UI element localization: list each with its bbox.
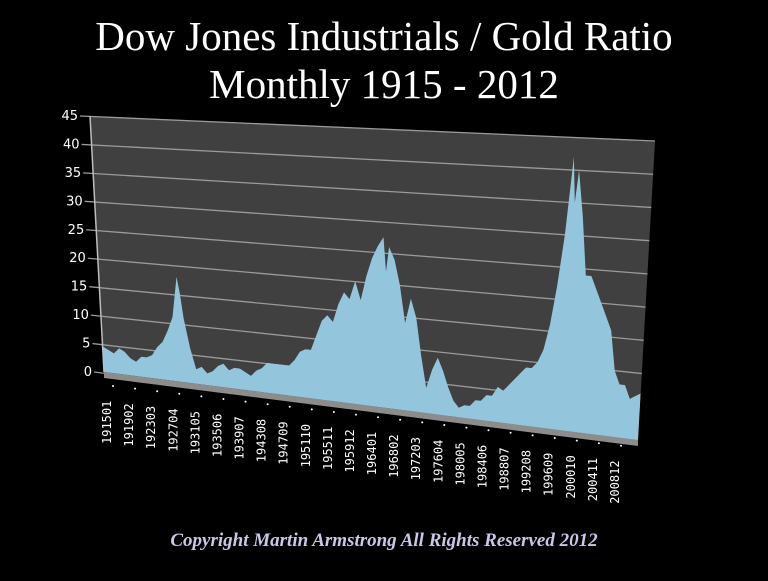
y-tick-label: 0 [84, 365, 92, 380]
y-tick-label: 10 [72, 308, 89, 323]
x-tick-label: 198406 [475, 445, 489, 488]
plot-floor [104, 372, 638, 446]
y-tick-label: 45 [61, 109, 78, 124]
y-axis-ticks: 0 5 10 15 20 25 30 35 40 45 [61, 109, 92, 380]
x-tick-label: 198005 [453, 442, 467, 485]
gridline [84, 200, 650, 242]
y-tick-label: 20 [69, 251, 86, 266]
x-tick-label: 200010 [564, 455, 578, 498]
y-tick-label: 15 [71, 280, 88, 295]
chart-title-line1: Dow Jones Industrials / Gold Ratio [95, 13, 673, 59]
x-tick-label: 192704 [166, 408, 180, 451]
x-tick-label: 198807 [498, 447, 512, 490]
y-tick-label: 40 [63, 137, 80, 152]
x-tick-label: 195912 [343, 429, 357, 472]
gridline [83, 172, 652, 209]
x-tick-label: 196802 [387, 434, 401, 477]
y-tick-label: 5 [82, 337, 90, 352]
y-tick-label: 25 [68, 223, 85, 238]
x-tick-label: 192303 [144, 406, 158, 449]
x-tick-label: 193105 [188, 411, 202, 454]
ratio-area-series [102, 157, 641, 440]
y-axis-line [89, 115, 105, 373]
x-tick-label: 195511 [321, 427, 335, 470]
x-tick-label: 200411 [586, 458, 600, 501]
x-tick-label: 199609 [542, 453, 556, 496]
x-tick-label: 200812 [608, 460, 622, 503]
gridline [81, 143, 654, 175]
x-tick-label: 194709 [277, 421, 291, 464]
x-axis-ticks: 191501 191902 192303 192704 193105 193506 1939… [100, 385, 622, 504]
x-tick-label: 194308 [255, 419, 269, 462]
chart-title-line2: Monthly 1915 - 2012 [209, 61, 559, 107]
x-tick-label: 196401 [365, 432, 379, 475]
y-tick-label: 30 [66, 194, 83, 209]
x-tick-label: 197203 [409, 437, 423, 480]
y-tick-label: 35 [65, 166, 82, 181]
x-tick-label: 199208 [520, 450, 534, 493]
x-tick-label: 191501 [100, 401, 114, 444]
copyright-notice: Copyright Martin Armstrong All Rights Re… [170, 530, 598, 551]
gridline [86, 229, 648, 275]
x-tick-label: 193907 [233, 416, 247, 459]
x-tick-label: 197604 [431, 440, 445, 483]
x-tick-label: 193506 [210, 414, 224, 457]
x-tick-label: 191902 [122, 403, 136, 446]
x-tick-label: 195110 [299, 424, 313, 467]
gridline [79, 115, 656, 142]
